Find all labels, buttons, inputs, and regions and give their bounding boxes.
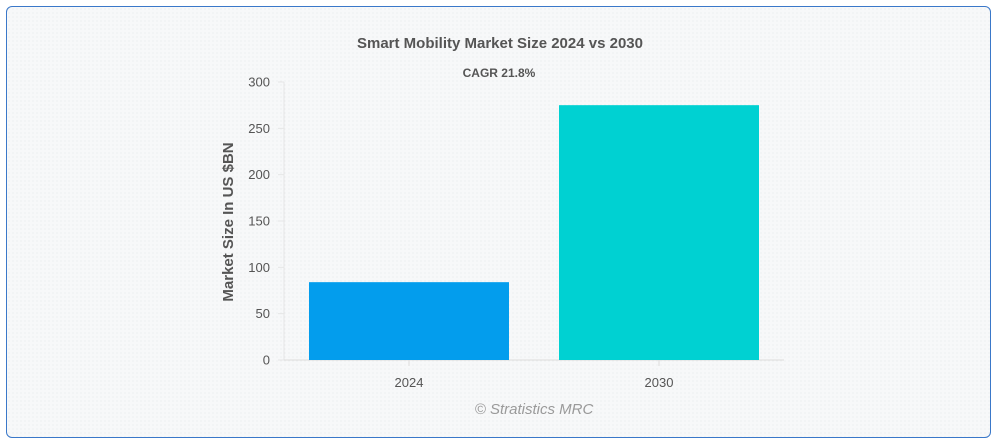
bar-2024[interactable] (309, 282, 509, 360)
y-tick-label: 100 (248, 260, 270, 275)
y-tick-label: 200 (248, 167, 270, 182)
source-credit: © Stratistics MRC (475, 401, 594, 418)
bar-2030[interactable] (559, 105, 759, 361)
chart-title: Smart Mobility Market Size 2024 vs 2030 (357, 35, 643, 52)
bar-series (309, 105, 759, 361)
y-axis: 0 50 100 150 200 250 300 (248, 75, 284, 368)
y-tick-label: 0 (263, 353, 270, 368)
cagr-annotation: CAGR 21.8% (463, 66, 536, 80)
chart-frame (6, 6, 991, 438)
y-tick-label: 50 (256, 306, 270, 321)
y-tick-label: 300 (248, 75, 270, 90)
y-axis-label: Market Size In US $BN (220, 142, 237, 301)
y-tick-label: 250 (248, 121, 270, 136)
x-tick-label: 2024 (395, 375, 424, 390)
x-axis: 2024 2030 (395, 360, 674, 390)
y-tick-label: 150 (248, 214, 270, 229)
x-tick-label: 2030 (645, 375, 674, 390)
